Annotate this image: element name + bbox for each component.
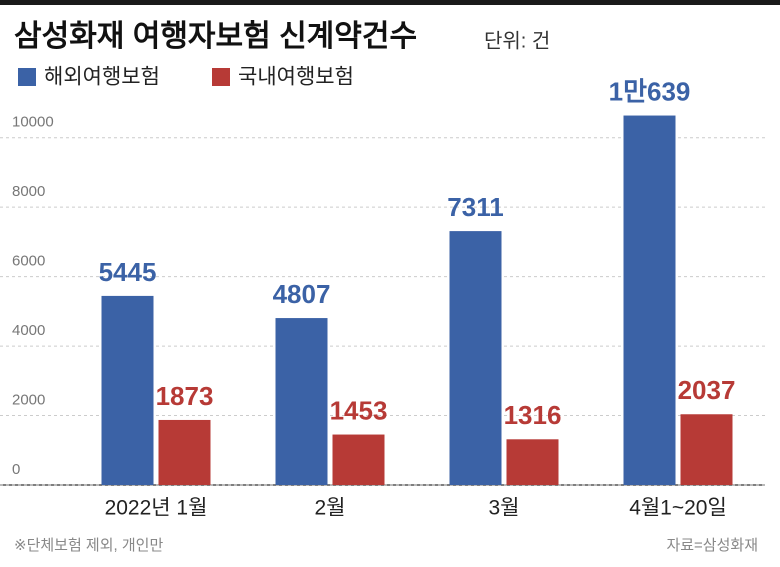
value-label: 2037: [678, 375, 736, 405]
footnote: ※단체보험 제외, 개인만: [14, 537, 163, 554]
legend-swatch: [18, 68, 36, 86]
y-tick-label: 6000: [12, 253, 45, 270]
top-strip: [0, 0, 780, 5]
value-label: 1316: [504, 400, 562, 430]
value-label: 4807: [273, 279, 331, 309]
x-tick-label: 3월: [489, 497, 520, 520]
chart-subtitle: 단위: 건: [484, 29, 550, 52]
y-tick-label: 4000: [12, 322, 45, 339]
y-tick-label: 2000: [12, 392, 45, 409]
value-label: 5445: [99, 257, 157, 287]
y-tick-label: 8000: [12, 183, 45, 200]
bar: [332, 434, 385, 485]
y-tick-label: 0: [12, 461, 20, 478]
value-label: 1873: [156, 381, 214, 411]
y-tick-label: 10000: [12, 114, 54, 131]
legend-label: 국내여행보험: [238, 66, 354, 89]
source: 자료=삼성화재: [666, 537, 758, 554]
bar: [449, 231, 502, 485]
bar: [101, 295, 154, 485]
value-label: 1만639: [609, 76, 691, 106]
bar: [623, 115, 676, 485]
chart-title: 삼성화재 여행자보험 신계약건수: [14, 20, 417, 53]
x-tick-label: 2월: [315, 497, 346, 520]
bar: [275, 318, 328, 485]
bar: [680, 414, 733, 485]
legend-swatch: [212, 68, 230, 86]
bar: [506, 439, 559, 485]
legend-label: 해외여행보험: [44, 66, 160, 89]
bar: [158, 419, 211, 485]
x-tick-label: 2022년 1월: [105, 497, 208, 520]
value-label: 1453: [330, 395, 388, 425]
x-tick-label: 4월1~20일: [629, 497, 727, 520]
value-label: 7311: [447, 192, 503, 222]
